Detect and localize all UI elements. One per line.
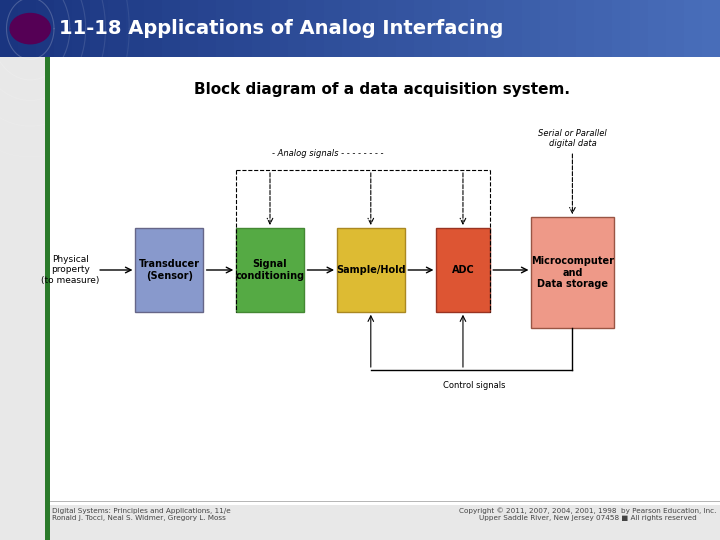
Bar [396,0,415,57]
Bar [198,0,217,57]
Bar [216,0,235,57]
Bar [90,0,109,57]
Bar [648,0,667,57]
Bar [144,0,163,57]
Text: Digital Systems: Principles and Applications, 11/e
Ronald J. Tocci, Neal S. Widm: Digital Systems: Principles and Applicat… [52,508,230,521]
Bar [45,57,50,540]
Text: Control signals: Control signals [443,381,505,390]
Text: Physical
property
(to measure): Physical property (to measure) [41,255,100,285]
Bar [522,0,541,57]
Text: Block diagram of a data acquisition system.: Block diagram of a data acquisition syst… [194,82,570,97]
Text: 11-18 Applications of Analog Interfacing: 11-18 Applications of Analog Interfacing [59,19,503,38]
Circle shape [10,14,50,44]
Text: - Analog signals - - - - - - - -: - Analog signals - - - - - - - - [272,149,383,158]
FancyBboxPatch shape [531,217,614,328]
Bar [180,0,199,57]
Bar [450,0,469,57]
Bar [162,0,181,57]
FancyBboxPatch shape [337,228,405,312]
Bar [72,0,91,57]
Bar [0,0,19,57]
Bar [414,0,433,57]
Bar [306,0,325,57]
Bar [594,0,613,57]
Text: Copyright © 2011, 2007, 2004, 2001, 1998  by Pearson Education, Inc.
Upper Saddl: Copyright © 2011, 2007, 2004, 2001, 1998… [459,507,716,521]
Bar [612,0,631,57]
Text: Signal
conditioning: Signal conditioning [235,259,305,281]
Text: Transducer
(Sensor): Transducer (Sensor) [139,259,199,281]
Bar [468,0,487,57]
Bar [378,0,397,57]
Text: ADC: ADC [451,265,474,275]
Bar [270,0,289,57]
Bar [360,0,379,57]
Bar [432,0,451,57]
Text: Sample/Hold: Sample/Hold [336,265,405,275]
FancyBboxPatch shape [436,228,490,312]
Bar [288,0,307,57]
Bar [540,0,559,57]
Bar [108,0,127,57]
Bar [36,0,55,57]
Text: Microcomputer
and
Data storage: Microcomputer and Data storage [531,256,614,289]
Bar [234,0,253,57]
Bar [558,0,577,57]
FancyBboxPatch shape [135,228,203,312]
Bar [252,0,271,57]
Bar [342,0,361,57]
Bar [684,0,703,57]
Bar [702,0,720,57]
Text: Serial or Parallel
digital data: Serial or Parallel digital data [538,129,607,149]
Bar [50,57,720,505]
Bar [126,0,145,57]
Bar [504,0,523,57]
Bar [486,0,505,57]
Bar [630,0,649,57]
Bar [324,0,343,57]
Bar [666,0,685,57]
FancyBboxPatch shape [236,228,304,312]
Bar [18,0,37,57]
Bar [576,0,595,57]
Bar [54,0,73,57]
